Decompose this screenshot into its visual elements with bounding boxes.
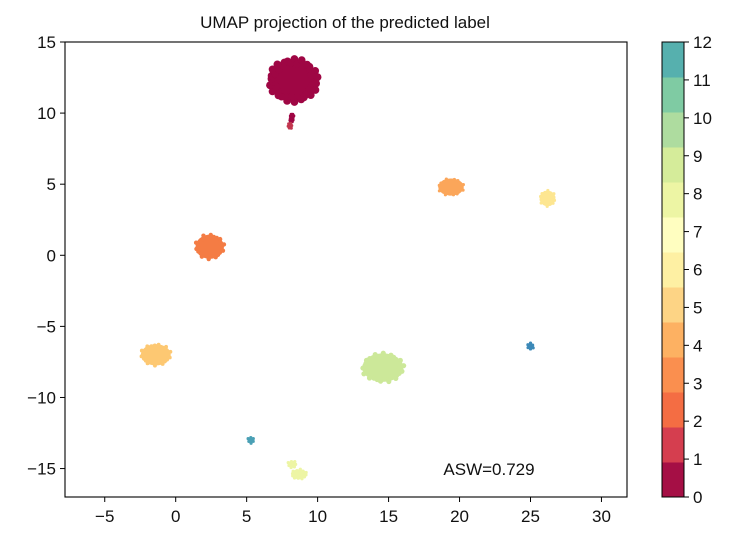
x-tick-label: 15 [379,507,398,526]
y-tick-label: 0 [47,246,56,265]
colorbar-tick-label: 7 [693,223,702,242]
colorbar-segment [662,217,684,253]
cluster-label-9 [360,350,407,385]
cluster-label-12 [526,341,535,351]
colorbar-tick-label: 10 [693,109,712,128]
colorbar-segment [662,322,684,358]
colorbar-tick-label: 0 [693,488,702,507]
y-tick-label: 10 [37,104,56,123]
colorbar-tick-label: 1 [693,450,702,469]
colorbar-tick-label: 12 [693,33,712,52]
colorbar-segment [662,77,684,113]
x-tick-label: 25 [521,507,540,526]
cluster-label-4 [437,177,465,197]
x-tick-label: −5 [95,507,114,526]
cluster-label-8 [290,467,308,481]
cluster-label-5 [139,342,173,368]
x-tick-label: 20 [450,507,469,526]
x-tick-label: 30 [592,507,611,526]
colorbar-segment [662,42,684,78]
cluster-label-1 [286,121,294,130]
colorbar-segment [662,147,684,183]
colorbar-tick-label: 6 [693,261,702,280]
cluster-label-8 [286,459,298,470]
colorbar-tick-label: 9 [693,147,702,166]
cluster-label-6 [539,188,557,208]
colorbar-segment [662,392,684,428]
y-tick-label: 15 [37,33,56,52]
y-axis: −15 −10 −5 0 5 10 15 [27,33,65,479]
colorbar-tick-label: 4 [693,336,702,355]
x-tick-label: 0 [171,507,180,526]
chart-title: UMAP projection of the predicted label [200,13,490,32]
y-tick-label: 5 [47,175,56,194]
cluster-label-3 [193,232,227,262]
plot-frame [64,41,628,498]
colorbar-segment [662,287,684,323]
colorbar-segment [662,112,684,148]
y-tick-label: −5 [37,317,56,336]
x-axis: −5 0 5 10 15 20 25 30 [95,497,611,526]
y-tick-label: −10 [27,388,56,407]
cluster-label-12 [246,435,255,445]
colorbar-segment [662,252,684,288]
colorbar-segment [662,427,684,463]
colorbar-tick-label: 3 [693,374,702,393]
colorbar-tick-label: 8 [693,185,702,204]
colorbar-tick-label: 5 [693,298,702,317]
colorbar-tick-label: 11 [693,71,711,90]
y-tick-label: −15 [27,460,56,479]
cluster-label-0 [266,55,322,106]
colorbar-segment [662,182,684,218]
colorbar-segment [662,462,684,498]
colorbar-segment [662,357,684,393]
x-tick-label: 5 [242,507,251,526]
plot-area [139,55,557,481]
colorbar-tick-label: 2 [693,412,702,431]
x-tick-label: 10 [308,507,327,526]
asw-annotation: ASW=0.729 [443,460,534,479]
